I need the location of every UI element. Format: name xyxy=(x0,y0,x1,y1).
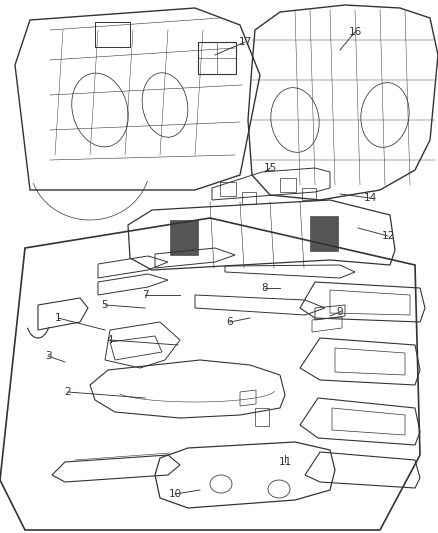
Bar xyxy=(302,188,316,200)
Bar xyxy=(280,178,296,192)
Text: 8: 8 xyxy=(261,283,268,293)
Bar xyxy=(198,42,236,74)
Text: 17: 17 xyxy=(238,37,251,47)
Text: 16: 16 xyxy=(348,27,362,37)
Bar xyxy=(170,220,198,255)
Text: 6: 6 xyxy=(227,317,233,327)
Text: 5: 5 xyxy=(102,300,108,310)
Text: 14: 14 xyxy=(364,193,377,203)
Text: 1: 1 xyxy=(55,313,61,323)
Bar xyxy=(95,22,130,47)
Text: 3: 3 xyxy=(45,351,51,361)
Text: 12: 12 xyxy=(381,231,395,241)
Bar xyxy=(242,192,256,204)
Text: 11: 11 xyxy=(279,457,292,467)
Text: 9: 9 xyxy=(337,307,343,317)
Text: 2: 2 xyxy=(65,387,71,397)
Bar xyxy=(310,216,338,251)
Bar xyxy=(220,182,236,196)
Text: 7: 7 xyxy=(141,290,148,300)
Bar xyxy=(255,408,269,426)
Text: 10: 10 xyxy=(169,489,182,499)
Text: 15: 15 xyxy=(263,163,277,173)
Text: 4: 4 xyxy=(107,335,113,345)
